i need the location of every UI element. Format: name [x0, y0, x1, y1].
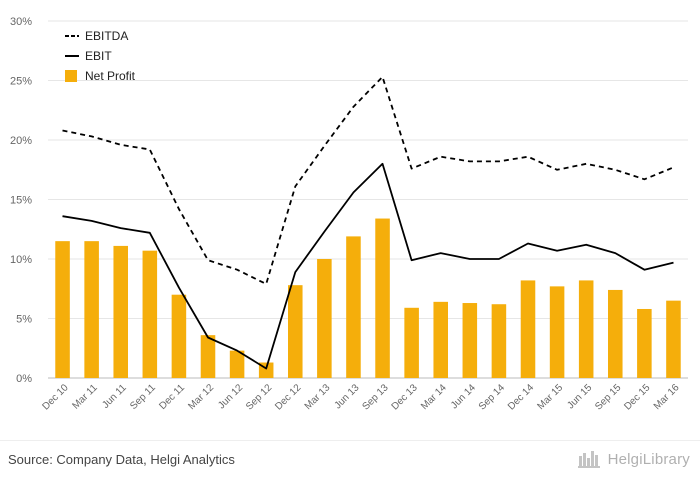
line-ebit: [62, 162, 674, 370]
bar-net-profit: [578, 280, 594, 378]
legend-label: EBIT: [85, 49, 112, 63]
y-tick-label: 20%: [10, 135, 32, 147]
x-tick-label: Jun 13: [333, 382, 362, 411]
x-tick-label: Dec 10: [40, 382, 70, 412]
x-tick-label: Dec 13: [390, 382, 420, 412]
x-tick-label: Jun 14: [449, 382, 478, 411]
bar-net-profit: [229, 350, 245, 378]
bar-net-profit: [549, 286, 565, 378]
x-tick-label: Jun 15: [565, 382, 594, 411]
legend: EBITDA EBIT Net Profit: [65, 29, 136, 83]
x-tick-label: Sep 14: [477, 382, 507, 412]
x-tick-label: Dec 12: [273, 382, 303, 412]
y-tick-label: 25%: [10, 76, 32, 88]
bar-net-profit: [55, 241, 70, 378]
bar-net-profit: [84, 241, 99, 378]
x-tick-label: Mar 11: [70, 382, 100, 412]
source-note: Source: Company Data, Helgi Analytics: [8, 452, 235, 467]
bar-net-profit: [491, 304, 507, 378]
bar-net-profit: [346, 236, 361, 378]
chart: 0%5%10%15%20%25%30% Dec 10 Mar 11 Jun 11 Se…: [10, 16, 688, 413]
y-tick-label: 10%: [10, 254, 32, 266]
x-tick-label: Dec 11: [157, 382, 187, 412]
bar-net-profit: [462, 303, 478, 378]
bar-net-profit: [317, 259, 332, 378]
bar-net-profit: [288, 285, 303, 378]
y-tick-label: 5%: [16, 314, 32, 326]
bar-net-profit: [171, 294, 187, 378]
y-tick-label: 15%: [10, 195, 32, 207]
footer: Source: Company Data, Helgi Analytics He…: [0, 440, 700, 484]
bar-net-profit: [637, 308, 652, 378]
x-tick-label: Dec 14: [506, 382, 536, 412]
x-tick-label: Mar 14: [419, 382, 449, 412]
y-tick-label: 0%: [16, 373, 32, 385]
bar-net-profit: [113, 245, 128, 378]
library-icon: [577, 451, 600, 468]
x-tick-label: Jun 12: [216, 382, 245, 411]
bar-net-profit: [666, 300, 681, 378]
legend-label: Net Profit: [85, 69, 136, 83]
x-tick-label: Mar 12: [186, 382, 216, 412]
x-tick-label: Sep 12: [244, 382, 274, 412]
y-tick-label: 30%: [10, 16, 32, 28]
x-tick-label: Mar 15: [535, 382, 565, 412]
brand-logo: HelgiLibrary: [577, 450, 690, 468]
legend-swatch: [65, 70, 77, 82]
brand-name: HelgiLibrary: [607, 450, 690, 468]
bar-net-profit: [433, 301, 448, 378]
x-tick-label: Sep 11: [128, 382, 158, 412]
bar-net-profit: [375, 218, 390, 378]
x-tick-label: Mar 16: [652, 382, 682, 412]
x-tick-label: Dec 15: [622, 382, 652, 412]
bar-net-profit: [404, 307, 419, 378]
bar-net-profit: [608, 289, 623, 378]
legend-item: EBITDA: [65, 29, 128, 43]
bar-net-profit: [142, 250, 158, 378]
legend-item: EBIT: [65, 49, 112, 63]
legend-item: Net Profit: [65, 69, 136, 83]
bar-net-profit: [520, 280, 536, 378]
net-profit-bars: [55, 218, 681, 378]
x-tick-label: Sep 15: [593, 382, 623, 412]
y-axis-ticks: 0% 5% 10% 15% 20% 25% 30%: [10, 16, 32, 385]
legend-label: EBITDA: [85, 29, 128, 43]
x-tick-label: Sep 13: [360, 382, 390, 412]
line-ebitda: [62, 76, 674, 285]
x-tick-label: Mar 13: [303, 382, 333, 412]
x-axis-ticks: Dec 10 Mar 11 Jun 11 Sep 11 Dec 11 Mar 12 Jun …: [40, 382, 681, 413]
series-lines: [62, 76, 674, 370]
bar-net-profit: [200, 335, 216, 378]
x-tick-label: Jun 11: [100, 382, 129, 411]
